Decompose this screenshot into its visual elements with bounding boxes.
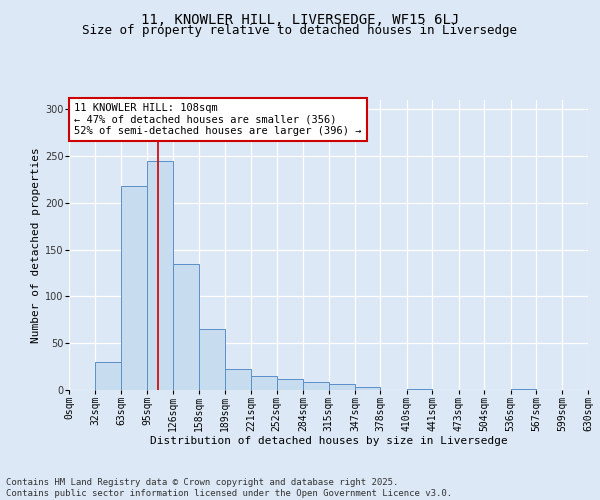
Bar xyxy=(355,387,380,390)
Text: Size of property relative to detached houses in Liversedge: Size of property relative to detached ho… xyxy=(83,24,517,37)
Bar xyxy=(224,370,251,390)
Bar xyxy=(303,382,329,390)
Y-axis label: Number of detached properties: Number of detached properties xyxy=(31,147,41,343)
Bar xyxy=(121,186,147,390)
Bar xyxy=(199,329,224,390)
Bar xyxy=(329,384,355,390)
Bar xyxy=(277,379,303,390)
Bar xyxy=(147,161,173,390)
Bar xyxy=(511,389,536,390)
Text: 11 KNOWLER HILL: 108sqm
← 47% of detached houses are smaller (356)
52% of semi-d: 11 KNOWLER HILL: 108sqm ← 47% of detache… xyxy=(74,103,362,136)
Bar xyxy=(95,362,121,390)
Bar xyxy=(407,389,432,390)
Text: 11, KNOWLER HILL, LIVERSEDGE, WF15 6LJ: 11, KNOWLER HILL, LIVERSEDGE, WF15 6LJ xyxy=(141,12,459,26)
Bar xyxy=(173,264,199,390)
X-axis label: Distribution of detached houses by size in Liversedge: Distribution of detached houses by size … xyxy=(149,436,508,446)
Bar xyxy=(251,376,277,390)
Text: Contains HM Land Registry data © Crown copyright and database right 2025.
Contai: Contains HM Land Registry data © Crown c… xyxy=(6,478,452,498)
